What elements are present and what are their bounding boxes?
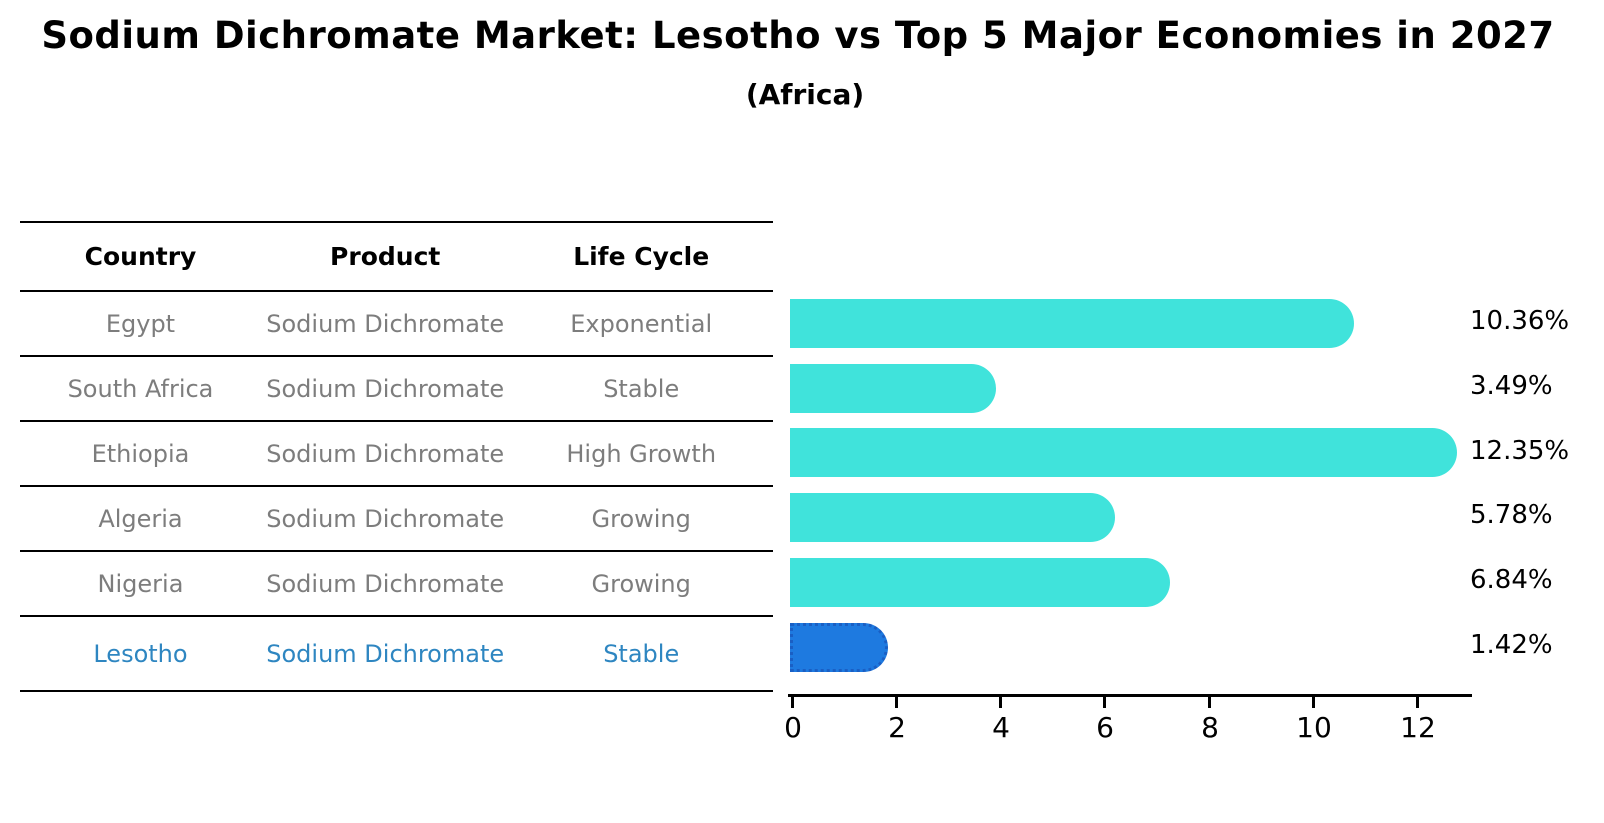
table-row-south-africa: South Africa Sodium Dichromate Stable xyxy=(20,357,773,422)
country-cell: Algeria xyxy=(98,504,183,533)
country-cell: South Africa xyxy=(67,374,214,403)
bar-algeria xyxy=(790,493,1115,542)
value-label-egypt: 10.36% xyxy=(1470,306,1570,336)
value-label-algeria: 5.78% xyxy=(1470,500,1553,530)
country-cell: Nigeria xyxy=(97,569,184,598)
table-row-egypt: Egypt Sodium Dichromate Exponential xyxy=(20,292,773,357)
column-header-life-cycle: Life Cycle xyxy=(573,242,710,271)
x-tick-label-0: 0 xyxy=(784,711,802,744)
x-axis-tick xyxy=(1103,697,1106,708)
life-cycle-cell: Stable xyxy=(603,639,680,668)
page-title: Sodium Dichromate Market: Lesotho vs Top… xyxy=(41,14,1555,57)
x-tick-label-10: 10 xyxy=(1296,711,1332,744)
x-axis-tick xyxy=(1312,697,1315,708)
bar-south-africa xyxy=(790,364,996,413)
product-cell: Sodium Dichromate xyxy=(266,504,505,533)
value-label-ethiopia: 12.35% xyxy=(1470,436,1570,466)
product-cell: Sodium Dichromate xyxy=(266,374,505,403)
value-label-south-africa: 3.49% xyxy=(1470,371,1553,401)
product-cell: Sodium Dichromate xyxy=(266,639,505,668)
x-axis-tick xyxy=(999,697,1002,708)
x-axis-tick xyxy=(791,697,794,708)
x-tick-label-6: 6 xyxy=(1096,711,1114,744)
x-tick-label-12: 12 xyxy=(1400,711,1436,744)
table-row-lesotho: Lesotho Sodium Dichromate Stable xyxy=(20,617,773,692)
table-row-algeria: Algeria Sodium Dichromate Growing xyxy=(20,487,773,552)
bar-ethiopia xyxy=(790,428,1457,477)
country-table: Country Product Life Cycle Egypt Sodium … xyxy=(20,221,773,692)
life-cycle-cell: High Growth xyxy=(566,439,717,468)
life-cycle-cell: Stable xyxy=(603,374,680,403)
table-header-row: Country Product Life Cycle xyxy=(20,223,773,292)
x-axis-tick xyxy=(895,697,898,708)
value-label-nigeria: 6.84% xyxy=(1470,565,1553,595)
x-tick-label-4: 4 xyxy=(992,711,1010,744)
x-axis-tick xyxy=(1208,697,1211,708)
product-cell: Sodium Dichromate xyxy=(266,439,505,468)
bar-nigeria xyxy=(790,558,1170,607)
page-subtitle: (Africa) xyxy=(745,78,865,111)
product-cell: Sodium Dichromate xyxy=(266,569,505,598)
country-cell: Egypt xyxy=(105,309,176,338)
country-cell: Ethiopia xyxy=(91,439,190,468)
bar-lesotho xyxy=(790,623,888,672)
column-header-country: Country xyxy=(84,242,197,271)
x-tick-label-2: 2 xyxy=(888,711,906,744)
value-label-lesotho: 1.42% xyxy=(1470,630,1553,660)
table-row-ethiopia: Ethiopia Sodium Dichromate High Growth xyxy=(20,422,773,487)
life-cycle-cell: Exponential xyxy=(570,309,713,338)
x-axis-tick xyxy=(1416,697,1419,708)
table-row-nigeria: Nigeria Sodium Dichromate Growing xyxy=(20,552,773,617)
bar-egypt xyxy=(790,299,1354,348)
x-tick-label-8: 8 xyxy=(1201,711,1219,744)
column-header-product: Product xyxy=(330,242,441,271)
product-cell: Sodium Dichromate xyxy=(266,309,505,338)
life-cycle-cell: Growing xyxy=(591,504,691,533)
country-cell: Lesotho xyxy=(93,639,188,668)
life-cycle-cell: Growing xyxy=(591,569,691,598)
x-axis xyxy=(788,694,1472,697)
